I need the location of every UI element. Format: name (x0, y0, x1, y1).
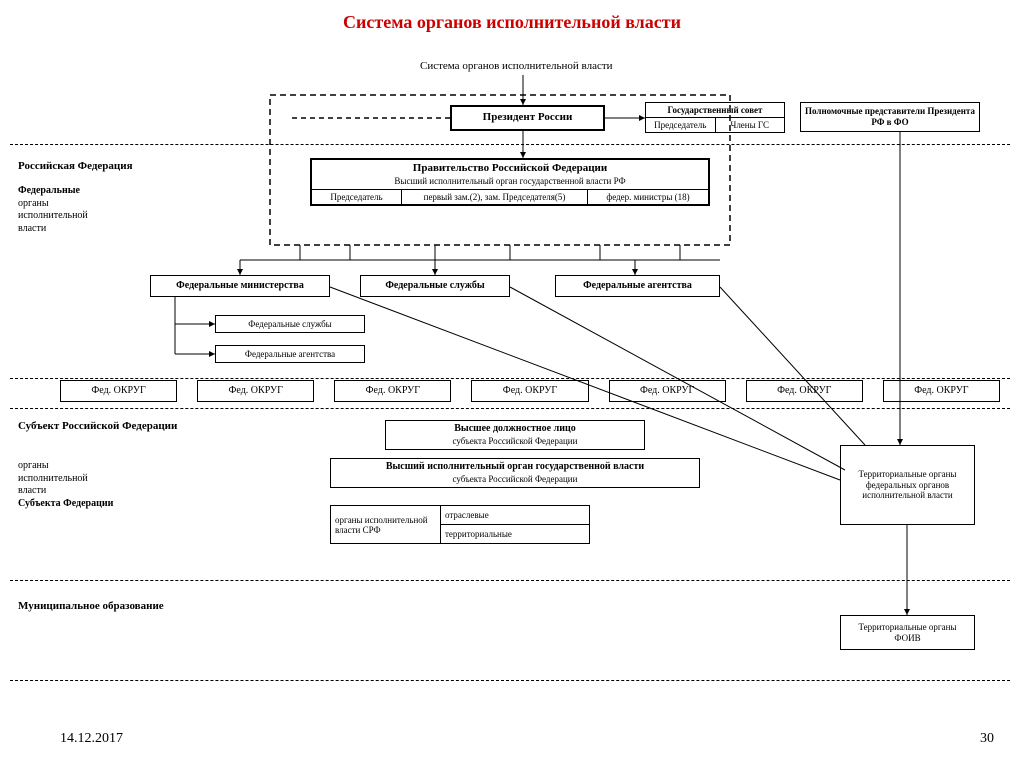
srf-left: органы исполнительной власти СРФ (331, 506, 441, 543)
fed-agencies: Федеральные агентства (555, 275, 720, 297)
divider-3 (10, 580, 1010, 581)
okrug-box: Фед. ОКРУГ (883, 380, 1000, 402)
vio-title: Высший исполнительный орган государствен… (331, 459, 699, 474)
vio-box: Высший исполнительный орган государствен… (330, 458, 700, 488)
level3-label: Муниципальное образование (18, 600, 164, 614)
gov-cell-2: федер. министры (18) (588, 190, 708, 204)
okrug-box: Фед. ОКРУГ (334, 380, 451, 402)
okrug-box: Фед. ОКРУГ (746, 380, 863, 402)
government-box: Правительство Российской Федерации Высши… (310, 158, 710, 206)
footer-date: 14.12.2017 (60, 731, 123, 747)
srf-r2: территориальные (441, 525, 589, 543)
level1-sub: Федеральныеорганыисполнительнойвласти (18, 185, 128, 235)
srf-table: органы исполнительной власти СРФ отрасле… (330, 505, 590, 544)
divider-1 (10, 144, 1010, 145)
polpred-box: Полномочные представители Президента РФ … (800, 102, 980, 132)
okrug-box: Фед. ОКРУГ (471, 380, 588, 402)
divider-4 (10, 680, 1010, 681)
gov-title: Правительство Российской Федерации (312, 160, 708, 176)
fed-ministries: Федеральные министерства (150, 275, 330, 297)
gossovet-left: Председатель (646, 118, 716, 132)
gossovet-right: Члены ГС (716, 118, 785, 132)
territ-foiv: Территориальные органы федеральных орган… (840, 445, 975, 525)
vdl-sub: субъекта Российской Федерации (386, 436, 644, 449)
level2-sub: органыисполнительнойвластиСубъекта Федер… (18, 460, 138, 510)
gov-subtitle: Высший исполнительный орган государствен… (312, 176, 708, 189)
subtitle: Система органов исполнительной власти (420, 60, 613, 74)
okrug-box: Фед. ОКРУГ (197, 380, 314, 402)
level2-label: Субъект Российской Федерации (18, 420, 177, 434)
page-title: Система органов исполнительной власти (0, 12, 1024, 33)
vdl-title: Высшее должностное лицо (386, 421, 644, 436)
gossovet-header: Государственный совет (646, 103, 784, 118)
divider-okrug-top (10, 378, 1010, 379)
okrug-box: Фед. ОКРУГ (609, 380, 726, 402)
gov-cell-1: первый зам.(2), зам. Председателя(5) (402, 190, 588, 204)
gov-cell-0: Председатель (312, 190, 402, 204)
president-box: Президент России (450, 105, 605, 131)
srf-r1: отраслевые (441, 506, 589, 525)
sub-fed-agencies: Федеральные агентства (215, 345, 365, 363)
territ-foiv2: Территориальные органы ФОИВ (840, 615, 975, 650)
fed-services: Федеральные службы (360, 275, 510, 297)
sub-fed-services: Федеральные службы (215, 315, 365, 333)
vio-sub: субъекта Российской Федерации (331, 474, 699, 487)
footer-page: 30 (980, 731, 994, 747)
okrug-row: Фед. ОКРУГ Фед. ОКРУГ Фед. ОКРУГ Фед. ОКРУГ… (60, 380, 1000, 402)
vdl-box: Высшее должностное лицо субъекта Российс… (385, 420, 645, 450)
gossovet-box: Государственный совет Председатель Члены… (645, 102, 785, 133)
level1-label: Российская Федерация (18, 160, 133, 174)
okrug-box: Фед. ОКРУГ (60, 380, 177, 402)
divider-okrug-bottom (10, 408, 1010, 409)
